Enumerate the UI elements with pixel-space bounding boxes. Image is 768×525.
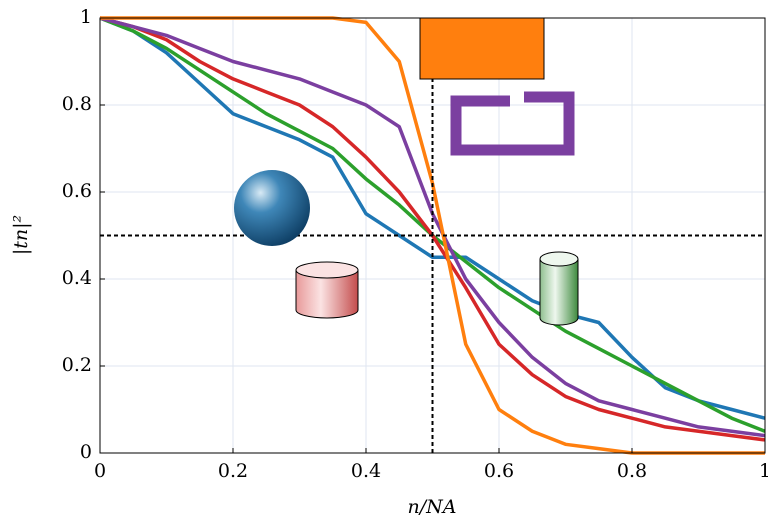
- y-axis-label: |tn|²: [10, 215, 32, 255]
- purple-bracket: [450, 91, 575, 156]
- y-tick-label: 0.2: [62, 354, 92, 376]
- y-tick-label: 0: [80, 441, 92, 463]
- x-tick-label: 1: [759, 460, 768, 482]
- x-tick-label: 0: [94, 460, 106, 482]
- y-tick-label: 0.4: [62, 267, 92, 289]
- y-tick-label: 0.6: [62, 180, 92, 202]
- plot-frame: [99, 17, 766, 454]
- sphere: [234, 170, 310, 246]
- y-tick-label: 1: [80, 6, 92, 28]
- x-tick-label: 0.8: [617, 460, 647, 482]
- x-axis-label: n/NA: [408, 496, 457, 518]
- icons: [234, 17, 579, 326]
- x-tick-label: 0.4: [351, 460, 381, 482]
- red-cylinder-top: [295, 261, 359, 279]
- reference-lines: [100, 78, 765, 453]
- red-cylinder: [295, 270, 359, 319]
- y-tick-label: 0.8: [62, 93, 92, 115]
- green-cylinder-top: [539, 251, 579, 267]
- green-cylinder: [539, 259, 579, 326]
- x-tick-label: 0.2: [218, 460, 248, 482]
- orange-block: [419, 17, 545, 80]
- x-tick-label: 0.6: [484, 460, 514, 482]
